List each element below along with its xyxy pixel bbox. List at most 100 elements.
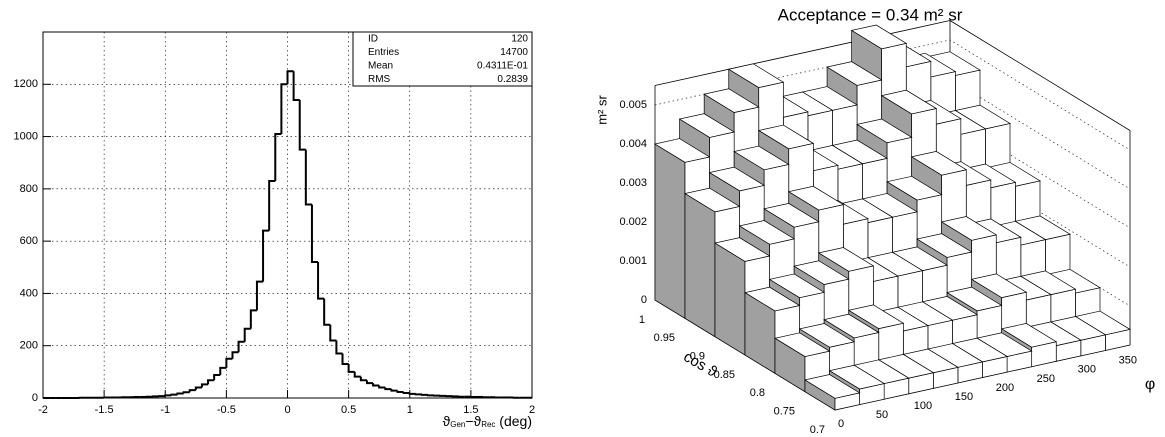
histogram-bin xyxy=(280,83,288,134)
histogram-bin xyxy=(329,324,337,342)
bar-top xyxy=(886,175,943,201)
histogram-bin xyxy=(365,380,374,385)
y-tick-label: 1 xyxy=(639,314,645,326)
bar-top xyxy=(823,313,880,339)
bar-top xyxy=(787,185,845,211)
bar-top xyxy=(856,118,913,144)
histogram-bin xyxy=(427,394,435,397)
bar-top xyxy=(757,124,815,150)
histogram-bin xyxy=(188,389,196,393)
x-axis-label: ϑGen−ϑRec (deg) xyxy=(443,413,532,429)
bar-top xyxy=(733,145,790,171)
bar-top xyxy=(708,166,766,192)
stats-label: ID xyxy=(368,33,378,44)
wall-edge xyxy=(949,20,1131,131)
y-tick-label: 0.95 xyxy=(654,332,675,344)
histogram-bin xyxy=(200,383,209,388)
bar-top xyxy=(703,88,760,113)
bar-top xyxy=(1000,323,1058,348)
histogram-bin xyxy=(243,327,251,342)
bar-top xyxy=(847,304,905,329)
y-tick-label: 0.9 xyxy=(690,351,705,363)
histogram-bin xyxy=(304,149,312,206)
histogram-bin xyxy=(249,309,257,329)
histogram-bin xyxy=(317,262,325,300)
y-tick-label: 0.8 xyxy=(750,387,765,399)
y-tick-label: 1000 xyxy=(14,130,38,142)
bar-top xyxy=(727,63,785,88)
bar-top xyxy=(763,203,820,228)
x-axis-label-part: Rec xyxy=(481,420,495,429)
bar-side xyxy=(654,143,686,319)
histogram-bin xyxy=(396,390,404,393)
bar-side xyxy=(714,242,746,356)
histogram-bin xyxy=(237,340,245,353)
stats-value: 14700 xyxy=(500,47,528,58)
z-tick-label: 0.001 xyxy=(619,255,647,267)
stats-value: 0.4311E-01 xyxy=(477,60,528,71)
bar-top xyxy=(738,220,796,245)
histogram-bin xyxy=(408,392,416,395)
histogram-bin xyxy=(402,391,410,395)
bar-top xyxy=(684,187,741,213)
z-tick-label: 0.005 xyxy=(619,99,647,111)
x-tick-label: -1 xyxy=(160,404,170,416)
x-tick-label: 0 xyxy=(284,404,290,416)
x-axis-label-part: ϑ xyxy=(443,413,451,429)
histogram-bin xyxy=(420,393,429,396)
x-tick-label: 0.5 xyxy=(341,404,356,416)
z-tick-label: 0.002 xyxy=(619,216,647,228)
bar-top xyxy=(798,323,856,348)
x-axis-label-part: Gen xyxy=(450,420,465,429)
plot-frame xyxy=(42,31,533,399)
histogram-bin xyxy=(341,353,349,366)
x-tick-label: 1.5 xyxy=(463,404,478,416)
histogram-bin xyxy=(213,373,221,381)
x-axis-label-part: −ϑ xyxy=(465,413,481,429)
histogram-bin xyxy=(310,204,319,264)
bar-top xyxy=(910,151,968,176)
stats-label: RMS xyxy=(368,74,391,85)
bar-top xyxy=(768,273,826,299)
histogram-bin xyxy=(323,298,331,326)
histogram-bin xyxy=(372,383,380,387)
wall-edge xyxy=(654,20,951,86)
y-tick-label: 200 xyxy=(20,340,38,352)
bar-top xyxy=(654,138,711,163)
histogram-bin xyxy=(347,364,355,373)
histogram-bin xyxy=(353,371,361,378)
histogram-bin xyxy=(225,357,233,368)
histogram-bin xyxy=(414,393,422,396)
x-axis-label-part: (deg) xyxy=(495,413,532,429)
histogram-bin xyxy=(274,132,282,182)
histogram-bin xyxy=(378,385,386,389)
x-tick-label: -1.5 xyxy=(95,404,114,416)
x-tick-label: 150 xyxy=(955,391,973,403)
bar-top xyxy=(916,233,973,258)
z-tick-label: 0.004 xyxy=(619,138,647,150)
y-tick-label: 0.85 xyxy=(714,369,735,381)
x-tick-label: 2 xyxy=(529,404,535,416)
x-tick-label: 350 xyxy=(1119,355,1137,367)
y-tick-label: 0 xyxy=(32,392,38,404)
x-tick-label: 0 xyxy=(838,418,844,430)
bar-top xyxy=(817,247,875,272)
histogram-bin xyxy=(194,386,202,391)
z-tick-label: 0 xyxy=(641,294,647,306)
bar-top xyxy=(970,273,1028,299)
histogram-bin xyxy=(359,376,367,382)
bar-top xyxy=(774,332,831,357)
histogram-bin xyxy=(268,180,276,231)
x-tick-label: -0.5 xyxy=(217,404,236,416)
bar-top xyxy=(946,286,1003,312)
histogram-bin xyxy=(335,340,343,355)
histogram-bin xyxy=(170,393,178,396)
bar-top xyxy=(714,237,771,262)
histogram-bin xyxy=(219,366,227,375)
stats-value: 0.2839 xyxy=(497,74,528,85)
x-tick-label: 50 xyxy=(876,409,888,421)
stats-label: Entries xyxy=(368,47,399,58)
histogram-bin xyxy=(292,71,300,101)
y-tick-label: 600 xyxy=(20,235,38,247)
bar-side xyxy=(684,192,716,338)
